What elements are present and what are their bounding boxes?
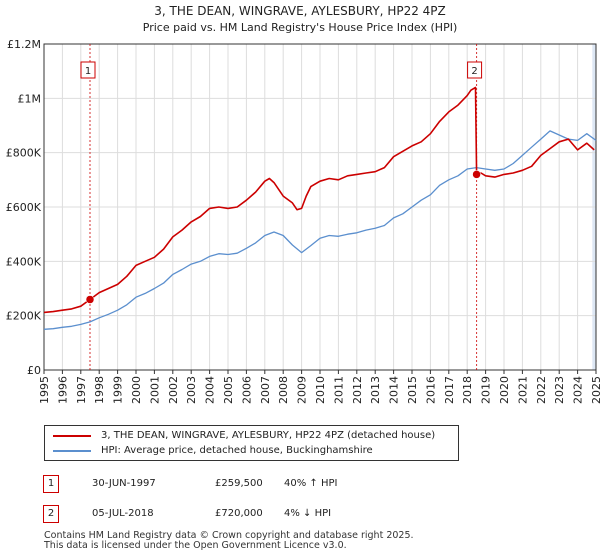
y-axis: £0 £200K £400K £600K £800K £1M £1.2M bbox=[6, 38, 42, 377]
chart-subtitle: Price paid vs. HM Land Registry's House … bbox=[143, 21, 458, 34]
hpi-line bbox=[43, 130, 597, 330]
x-tick-label: 2022 bbox=[535, 376, 548, 404]
x-tick-label: 2010 bbox=[314, 376, 327, 404]
x-tick-label: 2012 bbox=[351, 376, 364, 404]
x-tick-label: 2020 bbox=[498, 376, 511, 404]
x-tick-label: 2013 bbox=[369, 376, 382, 404]
sale-price: £720,000 bbox=[215, 508, 263, 519]
x-tick-label: 2018 bbox=[461, 376, 474, 404]
sale-row: 2 05-JUL-2018 £720,000 4% ↓ HPI bbox=[0, 505, 600, 525]
x-tick-label: 2004 bbox=[204, 376, 217, 404]
x-tick-label: 2001 bbox=[148, 376, 161, 404]
grid bbox=[43, 43, 597, 371]
y-tick-label: £800K bbox=[6, 147, 42, 160]
legend-swatch-property bbox=[53, 435, 91, 437]
sale-label-box bbox=[467, 61, 483, 79]
y-tick-label: £200K bbox=[6, 310, 42, 323]
x-tick-label: 2005 bbox=[222, 376, 235, 404]
sale-date: 30-JUN-1997 bbox=[92, 478, 156, 489]
legend-label-property: 3, THE DEAN, WINGRAVE, AYLESBURY, HP22 4… bbox=[101, 430, 436, 441]
x-tick-label: 2023 bbox=[553, 376, 566, 404]
x-tick-label: 1995 bbox=[38, 376, 51, 404]
legend-label-hpi: HPI: Average price, detached house, Buck… bbox=[101, 445, 373, 456]
legend: 3, THE DEAN, WINGRAVE, AYLESBURY, HP22 4… bbox=[44, 425, 459, 461]
footer-licence: This data is licensed under the Open Gov… bbox=[44, 540, 347, 551]
legend-swatch-hpi bbox=[53, 450, 91, 452]
x-tick-label: 2014 bbox=[388, 376, 401, 404]
x-tick-label: 1996 bbox=[56, 376, 69, 404]
sale-hpi-change: 40% ↑ HPI bbox=[284, 478, 338, 489]
x-tick-label: 2017 bbox=[443, 376, 456, 404]
sale-number-badge: 1 bbox=[43, 475, 59, 493]
x-tick-label: 2016 bbox=[424, 376, 437, 404]
chart-title: 3, THE DEAN, WINGRAVE, AYLESBURY, HP22 4… bbox=[154, 4, 446, 18]
sale-label-box bbox=[80, 61, 96, 79]
sale-label: 2 bbox=[471, 66, 477, 77]
x-tick-label: 2009 bbox=[296, 376, 309, 404]
x-tick-label: 2003 bbox=[185, 376, 198, 404]
x-tick-label: 2025 bbox=[590, 376, 600, 404]
sale-point bbox=[85, 295, 95, 304]
sale-label: 1 bbox=[85, 66, 91, 77]
x-tick-label: 2021 bbox=[516, 376, 529, 404]
y-tick-label: £400K bbox=[6, 255, 42, 268]
x-tick-label: 1997 bbox=[75, 376, 88, 404]
x-tick-label: 2024 bbox=[572, 376, 585, 404]
x-tick-label: 2000 bbox=[130, 376, 143, 404]
sale-number-badge: 2 bbox=[43, 505, 59, 523]
y-tick-label: £1M bbox=[18, 92, 42, 105]
footer: Contains HM Land Registry data © Crown c… bbox=[44, 531, 414, 551]
x-tick-label: 2006 bbox=[240, 376, 253, 404]
x-tick-label: 1999 bbox=[112, 376, 125, 404]
sale-price: £259,500 bbox=[215, 478, 263, 489]
footer-copyright: Contains HM Land Registry data © Crown c… bbox=[44, 530, 414, 541]
y-tick-label: £600K bbox=[6, 201, 42, 214]
x-axis: 1995 1996 1997 1998 1999 2000 2001 2002 2003 2004… bbox=[38, 370, 600, 404]
y-tick-label: £0 bbox=[27, 364, 41, 377]
x-tick-label: 1998 bbox=[93, 376, 106, 404]
price-chart: 3, THE DEAN, WINGRAVE, AYLESBURY, HP22 4… bbox=[6, 4, 600, 404]
x-tick-label: 2019 bbox=[480, 376, 493, 404]
series-lines bbox=[43, 86, 597, 330]
sale-point bbox=[472, 170, 481, 179]
x-tick-label: 2007 bbox=[259, 376, 272, 404]
sale-row: 1 30-JUN-1997 £259,500 40% ↑ HPI bbox=[0, 475, 600, 495]
y-tick-label: £1.2M bbox=[7, 38, 41, 51]
property-price-line bbox=[43, 86, 595, 314]
sale-date: 05-JUL-2018 bbox=[92, 508, 154, 519]
x-tick-label: 2008 bbox=[277, 376, 290, 404]
x-tick-label: 2002 bbox=[167, 376, 180, 404]
x-tick-label: 2015 bbox=[406, 376, 419, 404]
sale-hpi-change: 4% ↓ HPI bbox=[284, 508, 332, 519]
x-tick-label: 2011 bbox=[332, 376, 345, 404]
